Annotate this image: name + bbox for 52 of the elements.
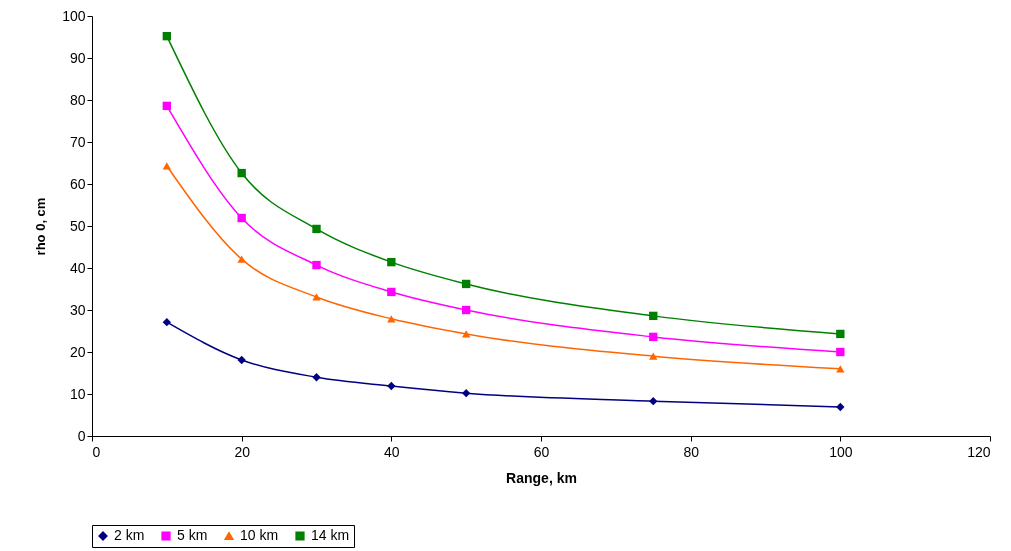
point (312, 373, 321, 382)
x-tick-label: 60 (533, 443, 550, 460)
y-tick-label: 50 (69, 217, 86, 234)
point (162, 101, 172, 111)
point (237, 168, 246, 178)
point (836, 329, 845, 339)
point (836, 402, 845, 412)
point (312, 260, 321, 270)
point (461, 279, 471, 289)
point (387, 287, 396, 297)
point (387, 315, 396, 323)
y-tick-label: 70 (69, 133, 86, 150)
x-tick-label: 40 (384, 443, 400, 460)
x-tick-label: 80 (683, 443, 700, 460)
point (312, 293, 321, 301)
point (649, 396, 658, 406)
legend-label: 10 km (240, 527, 279, 543)
y-tick-label: 20 (69, 343, 86, 360)
point (461, 388, 471, 398)
point (387, 381, 396, 391)
y-tick-label: 90 (69, 49, 86, 66)
x-axis-title: Range, km (506, 469, 577, 486)
y-axis-title: rho 0, cm (33, 197, 49, 256)
x-tick-label: 0 (92, 443, 101, 460)
point (237, 255, 246, 263)
point (461, 305, 471, 315)
point (237, 355, 246, 365)
legend-label: 14 km (311, 527, 350, 543)
point (649, 352, 658, 360)
point (162, 318, 172, 327)
point (836, 365, 845, 373)
y-tick-label: 0 (77, 427, 86, 444)
y-tick-label: 100 (62, 7, 86, 24)
y-tick-label: 30 (69, 301, 86, 318)
legend-label: 5 km (177, 527, 208, 543)
point (162, 162, 172, 170)
y-tick-label: 10 (69, 385, 86, 402)
point (649, 311, 658, 321)
point (162, 31, 172, 41)
y-tick-label: 60 (69, 175, 86, 192)
point (387, 257, 396, 267)
y-tick-label: 80 (69, 91, 86, 108)
x-tick-label: 20 (234, 443, 251, 460)
point (461, 330, 471, 338)
point (237, 213, 246, 223)
y-tick-label: 40 (69, 259, 86, 276)
point (836, 347, 845, 357)
point (649, 332, 658, 342)
legend-label: 2 km (114, 527, 145, 543)
x-tick-label: 120 (967, 443, 991, 460)
x-tick-label: 100 (829, 443, 853, 460)
point (312, 224, 321, 234)
